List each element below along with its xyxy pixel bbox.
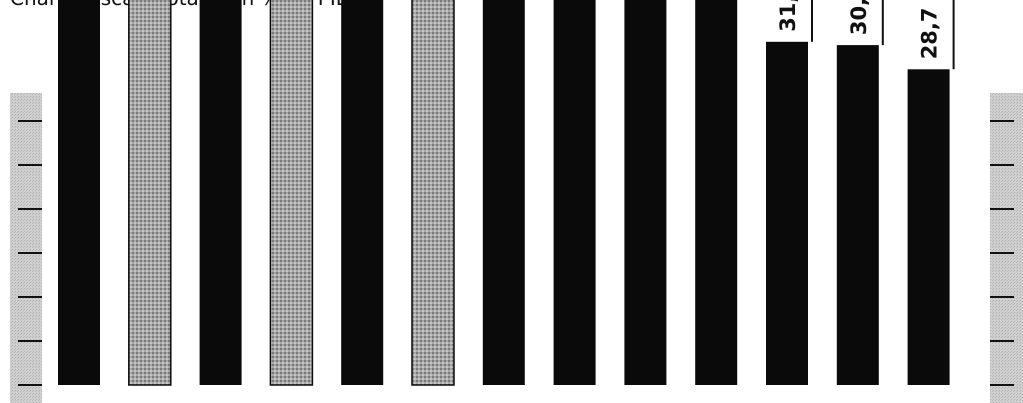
bar-france — [128, 0, 172, 386]
bar-slovaquie — [836, 45, 879, 385]
bars-group: 51,4Suède45,7France43,2Italie42,2Zone eu… — [58, 0, 955, 386]
left-frame — [10, 93, 42, 403]
bar-italie — [199, 0, 242, 386]
bar-hongrie — [482, 0, 525, 386]
bar-espagne — [624, 0, 667, 385]
chart-title: Charge fiscale totale, en % du PIB — [10, 0, 349, 10]
bar-lituanie — [907, 69, 950, 386]
bar-allemagne — [341, 0, 384, 386]
bar-suede — [58, 0, 100, 386]
bar-royaume-uni — [553, 0, 596, 386]
bar-ue-25 — [411, 0, 455, 386]
right-axis-ticks — [990, 120, 1014, 386]
left-axis-ticks — [18, 120, 42, 386]
value-label-irlande: 31,2 — [776, 0, 800, 32]
bar-pologne — [695, 0, 738, 385]
value-label-lituanie: 28,7 — [918, 7, 942, 59]
bar-irlande — [766, 41, 808, 386]
bar-zone-euro — [269, 0, 314, 386]
value-label-slovaquie: 30,9 — [847, 0, 871, 35]
right-frame — [990, 93, 1023, 403]
